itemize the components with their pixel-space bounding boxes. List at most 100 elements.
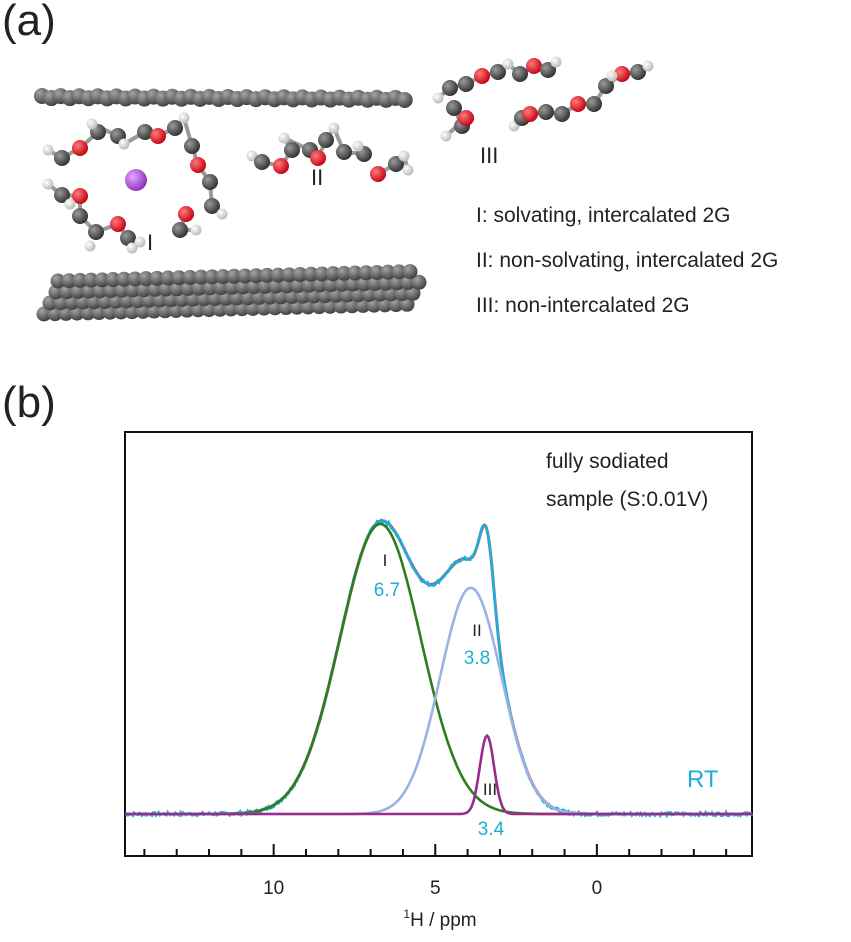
graphene-atom: [237, 268, 253, 284]
graphene-atom: [182, 269, 198, 285]
atom: [440, 130, 452, 142]
graphene-atom: [42, 295, 58, 311]
atom: [190, 224, 202, 236]
x-tick-label: 5: [430, 878, 441, 899]
atom: [526, 58, 542, 74]
graphene-atom: [411, 274, 427, 290]
atom: [474, 68, 490, 84]
graphene-atom: [369, 264, 385, 280]
legend-entry-II: II: non-solvating, intercalated 2G: [476, 249, 779, 272]
atom: [502, 58, 514, 70]
atom: [88, 224, 104, 240]
x-axis-tick-labels: 10 5 0: [263, 878, 602, 899]
atom: [370, 166, 386, 182]
molecular-structure-illustration: I II III: [34, 56, 654, 322]
graphene-sheet-bottom: [36, 264, 427, 322]
atom: [216, 208, 228, 220]
atom: [202, 174, 218, 190]
atom: [458, 76, 474, 92]
graphene-atom: [94, 272, 110, 288]
graphene-atom: [160, 270, 176, 286]
atom: [84, 240, 96, 252]
peak-III-label: III: [483, 780, 497, 799]
atom: [554, 106, 570, 122]
atom: [178, 112, 190, 124]
species-label-II: II: [311, 165, 323, 190]
species-label-III: III: [480, 143, 498, 168]
atom: [336, 144, 352, 160]
species-label-I: I: [147, 230, 153, 255]
x-axis-ticks: [143, 844, 728, 856]
peak-I-label: I: [383, 551, 388, 570]
atom: [64, 198, 76, 210]
graphene-atom: [358, 265, 374, 281]
atom: [550, 56, 562, 68]
peak-I-shift: 6.7: [374, 580, 400, 601]
atom: [54, 187, 70, 203]
atom: [490, 64, 506, 80]
atom: [167, 120, 183, 136]
atom: [172, 222, 188, 238]
graphene-atom: [83, 272, 99, 288]
graphene-atom: [380, 264, 396, 280]
graphene-atom: [270, 267, 286, 283]
graphene-atom: [292, 267, 308, 283]
diglyme-molecules: [42, 56, 654, 254]
atom: [586, 96, 602, 112]
atom: [178, 206, 194, 222]
graphene-atom: [226, 268, 242, 284]
atom: [446, 100, 462, 116]
atom: [310, 150, 326, 166]
atom: [42, 178, 54, 190]
atom: [458, 110, 474, 126]
atom: [598, 78, 614, 94]
atom: [134, 236, 146, 248]
graphene-atom: [347, 265, 363, 281]
graphene-atom: [402, 264, 418, 280]
graphene-atom: [259, 267, 275, 283]
atom: [512, 66, 528, 82]
peak-II-curve: [125, 586, 752, 816]
sodium-ion: [125, 169, 147, 191]
atom: [42, 144, 54, 156]
graphene-atom: [314, 266, 330, 282]
atom: [184, 138, 200, 154]
atom: [540, 62, 556, 78]
peak-III-shift: 3.4: [478, 819, 505, 840]
graphene-atom: [281, 267, 297, 283]
graphene-atom: [336, 265, 352, 281]
atom: [538, 104, 554, 120]
peak-II-label: II: [472, 621, 481, 640]
x-tick-label: 10: [263, 878, 284, 899]
atom: [273, 158, 289, 174]
atom: [204, 198, 220, 214]
graphene-atom: [116, 271, 132, 287]
graphene-atom: [149, 270, 165, 286]
atom: [86, 118, 98, 130]
graphene-atom: [204, 269, 220, 285]
atom: [432, 92, 444, 104]
graphene-atom: [72, 272, 88, 288]
panel-b-label: (b): [2, 378, 56, 427]
graphene-atom: [127, 271, 143, 287]
atom: [284, 142, 300, 158]
graphene-atom: [396, 91, 413, 108]
atom: [278, 132, 290, 144]
graphene-atom: [391, 264, 407, 280]
graphene-atom: [50, 273, 66, 289]
peak-III-curve: [125, 733, 752, 816]
atom: [352, 140, 364, 152]
annotation-line-2: sample (S:0.01V): [546, 488, 708, 511]
graphene-atom: [61, 273, 77, 289]
atom: [614, 66, 630, 82]
graphene-atom: [138, 271, 154, 287]
x-tick-label: 0: [592, 878, 603, 899]
atom: [150, 128, 166, 144]
peak-I-curve: [125, 522, 752, 816]
atom: [72, 140, 88, 156]
experimental-spectrum-curve: [124, 517, 754, 819]
peak-II-shift: 3.8: [464, 648, 490, 669]
atom: [398, 150, 410, 162]
graphene-atom: [171, 270, 187, 286]
